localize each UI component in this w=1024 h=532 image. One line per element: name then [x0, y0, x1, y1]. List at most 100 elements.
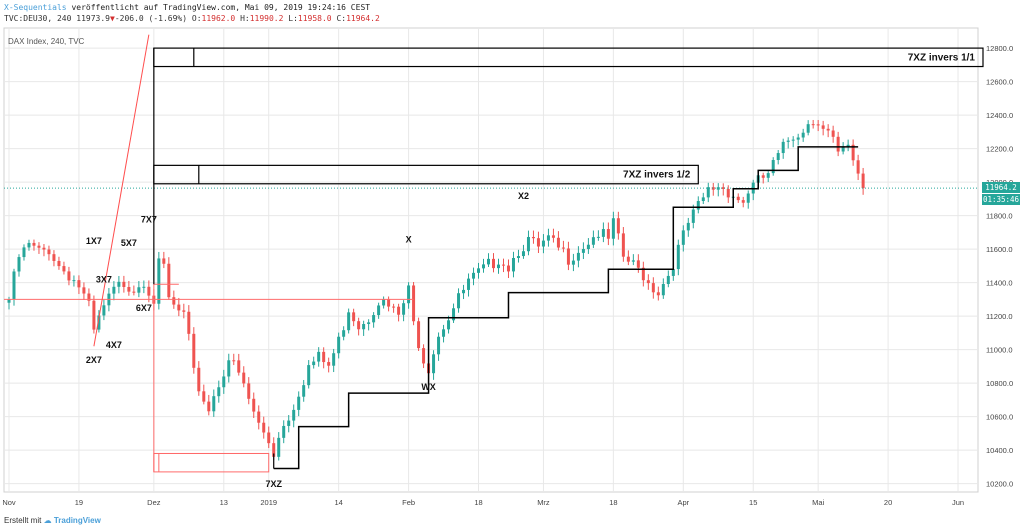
candle	[237, 360, 241, 373]
candle	[671, 269, 675, 276]
author-name[interactable]: X-Sequentials	[4, 3, 67, 12]
low-label: L:	[288, 14, 298, 23]
current-price-tag: 11964.2	[982, 182, 1020, 194]
high-value: 11990.2	[249, 14, 284, 23]
candle	[591, 237, 595, 245]
candle	[521, 251, 525, 257]
candle	[287, 420, 291, 426]
candle	[831, 130, 835, 137]
candle	[92, 300, 96, 330]
candle	[117, 281, 121, 287]
symbol-info: TVC:DEU30, 240 11973.9▼-206.0 (-1.69%) O…	[4, 14, 380, 23]
down-arrow-icon: ▼	[109, 14, 115, 23]
candle	[666, 275, 670, 285]
candle	[596, 236, 600, 238]
wave-label: X2	[518, 191, 529, 201]
candle	[721, 187, 725, 189]
candle	[332, 353, 336, 366]
y-tick-label: 12800.0	[986, 44, 1013, 53]
x-tick-label: 2019	[260, 498, 277, 507]
candle	[761, 175, 765, 178]
publish-info: X-Sequentials veröffentlicht auf Trading…	[4, 3, 370, 12]
y-tick-label: 10600.0	[986, 413, 1013, 422]
footer: Erstellt mit ☁ TradingView	[4, 516, 101, 525]
candle	[606, 229, 610, 239]
candle	[367, 322, 371, 325]
candle	[686, 222, 690, 231]
wave-label: 5X7	[121, 238, 137, 248]
candle	[526, 236, 530, 252]
candle	[651, 283, 655, 293]
candle	[57, 260, 61, 267]
y-tick-label: 12400.0	[986, 111, 1013, 120]
candle	[282, 425, 286, 438]
candle	[37, 245, 41, 248]
candle	[696, 201, 700, 210]
wave-label: X	[406, 234, 412, 244]
candle	[32, 242, 36, 246]
y-tick-label: 10800.0	[986, 379, 1013, 388]
y-tick-label: 11400.0	[986, 279, 1013, 288]
candle	[162, 258, 166, 264]
candle	[477, 268, 481, 273]
y-tick-label: 11600.0	[986, 245, 1013, 254]
x-tick-label: Feb	[402, 498, 415, 507]
candle	[252, 398, 256, 412]
tradingview-brand[interactable]: TradingView	[53, 516, 101, 525]
candle	[676, 244, 680, 270]
x-tick-label: Mrz	[537, 498, 550, 507]
candle	[182, 310, 186, 312]
candle	[242, 372, 246, 384]
candle	[72, 280, 76, 282]
candle	[157, 258, 161, 304]
candle	[417, 321, 421, 349]
candle	[646, 280, 650, 284]
candle	[611, 218, 615, 239]
candle	[382, 299, 386, 306]
candle	[641, 267, 645, 281]
close-value: 11964.2	[346, 14, 380, 23]
candle	[551, 235, 555, 238]
candle	[197, 367, 201, 392]
candle	[212, 396, 216, 412]
target-box	[153, 47, 984, 68]
candle	[841, 147, 845, 152]
tradingview-logo-icon: ☁	[43, 516, 52, 525]
y-tick-label: 11200.0	[986, 312, 1013, 321]
candle	[142, 286, 146, 288]
candle	[726, 188, 730, 198]
candle	[187, 311, 191, 334]
last-price: 11973.9	[76, 14, 110, 23]
candle	[786, 140, 790, 142]
candle	[536, 238, 540, 247]
x-tick-label: Nov	[2, 498, 16, 507]
x-tick-label: Mai	[812, 498, 824, 507]
candle	[177, 304, 181, 311]
candle	[192, 333, 196, 368]
candle	[422, 348, 426, 364]
candle	[297, 396, 301, 410]
candle	[701, 197, 705, 202]
y-tick-label: 12200.0	[986, 145, 1013, 154]
candle	[491, 258, 495, 269]
close-label: C:	[336, 14, 347, 23]
chart-title: DAX Index, 240, TVC	[8, 37, 85, 46]
candle	[337, 336, 341, 354]
candle	[357, 321, 361, 330]
high-label: H:	[240, 14, 250, 23]
candle	[67, 271, 71, 281]
candle	[437, 336, 441, 355]
candle	[202, 391, 206, 402]
candle	[631, 260, 635, 262]
candle	[227, 360, 231, 377]
target-box	[153, 164, 699, 185]
target-box-label: 7XZ invers 1/2	[623, 170, 691, 181]
y-tick-label: 11000.0	[986, 346, 1013, 355]
candle	[432, 354, 436, 374]
candle	[77, 280, 81, 288]
candle	[102, 305, 106, 316]
candle	[806, 124, 810, 133]
y-tick-label: 12600.0	[986, 78, 1013, 87]
candle	[482, 264, 486, 269]
